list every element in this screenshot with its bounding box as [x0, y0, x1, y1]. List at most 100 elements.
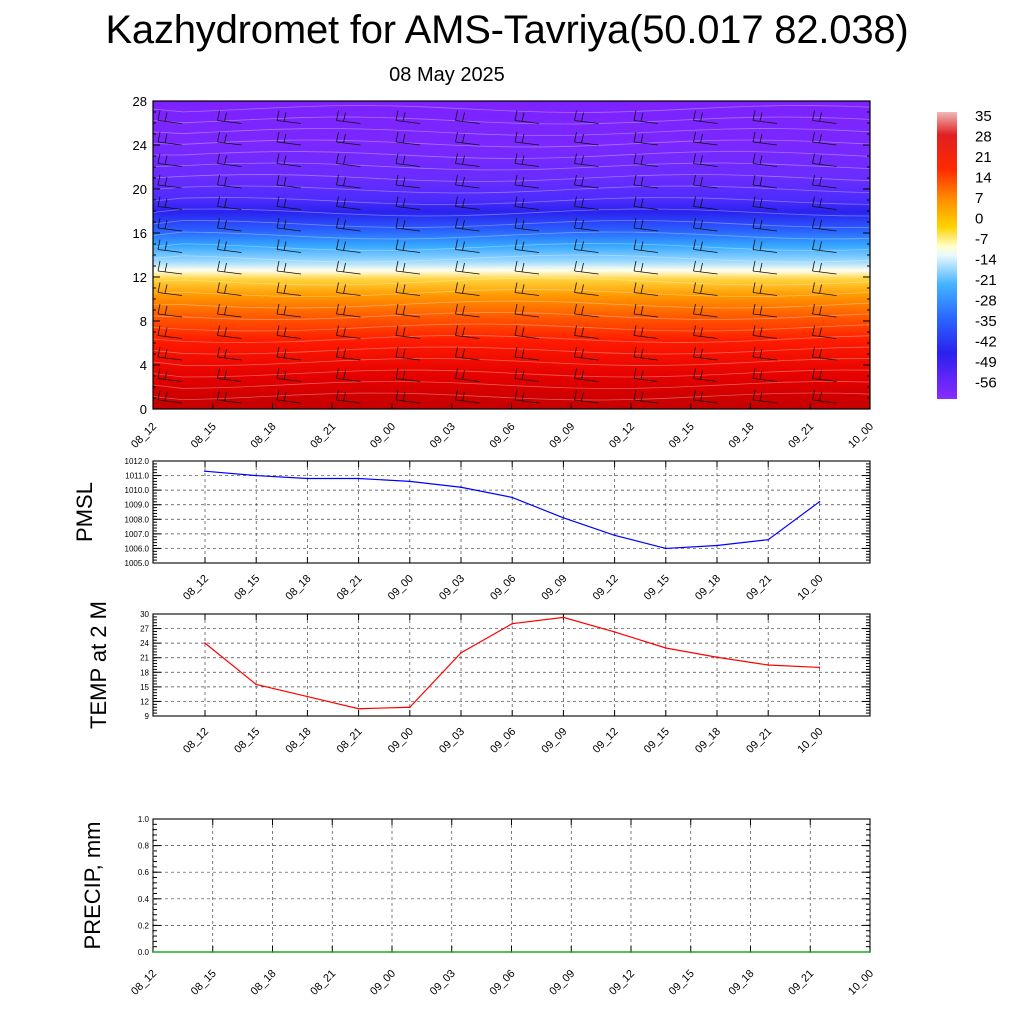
wind-barb-flag: [343, 370, 346, 380]
wind-barb-shaft: [752, 163, 778, 167]
wind-barb-flag: [336, 325, 339, 336]
wind-barb-shaft: [276, 270, 302, 275]
wind-barb-flag: [521, 327, 525, 337]
wind-barb-flag: [157, 239, 161, 250]
wind-barb-flag: [819, 284, 822, 294]
wind-barb-shaft: [395, 292, 421, 296]
contour-line: [153, 335, 870, 343]
wind-barb-flag: [574, 325, 577, 336]
wind-barb-flag: [402, 391, 406, 402]
wind-barb-flag: [633, 217, 637, 229]
wind-barb-flag: [640, 198, 644, 208]
contour-line: [153, 289, 870, 297]
contour-line: [153, 220, 870, 228]
wind-barb-flag: [574, 346, 577, 358]
y-tick-label: 0.6: [138, 868, 150, 877]
wind-barb-shaft: [514, 335, 540, 339]
wind-barb-flag: [217, 174, 220, 186]
data-point: [460, 486, 462, 489]
x-tick-label: 09_06: [488, 421, 518, 451]
wind-barb-flag: [164, 391, 168, 402]
wind-barb-flag: [633, 325, 637, 336]
colorbar-label: 35: [975, 108, 992, 125]
x-tick-label: 09_15: [667, 421, 697, 451]
wind-barb-shaft: [455, 206, 480, 210]
wind-barb-shaft: [693, 378, 718, 382]
x-tick-label: 09_06: [488, 968, 518, 998]
wind-barb-flag: [217, 110, 220, 121]
data-point: [613, 534, 616, 537]
wind-barb-flag: [514, 153, 518, 164]
wind-barb-shaft: [336, 292, 361, 296]
x-tick-label: 09_12: [607, 968, 637, 998]
contour-line: [153, 300, 870, 309]
wind-barb-flag: [455, 153, 458, 164]
wind-barb-flag: [276, 174, 280, 186]
wind-barb-flag: [812, 346, 815, 358]
wind-barb-flag: [640, 284, 644, 294]
wind-barb-flag: [812, 389, 815, 401]
wind-barb-flag: [164, 262, 168, 273]
wind-barb-shaft: [276, 335, 302, 339]
wind-barb-flag: [164, 348, 168, 359]
data-point: [255, 474, 258, 477]
wind-barb-shaft: [812, 163, 837, 167]
wind-barb-flag: [276, 217, 280, 229]
colorbar-label: -21: [975, 272, 997, 289]
y-tick-label: 0.4: [138, 895, 150, 904]
x-tick-label: 09_06: [488, 573, 518, 603]
y-axis-label: PRECIP, mm: [80, 822, 105, 950]
data-point: [689, 951, 692, 953]
wind-barb-flag: [693, 196, 696, 207]
wind-barb-shaft: [455, 184, 480, 189]
data-point: [450, 951, 453, 953]
wind-barb-flag: [752, 389, 756, 401]
wind-barb-flag: [343, 284, 346, 294]
wind-barb-shaft: [157, 356, 183, 361]
wind-barb-flag: [164, 327, 168, 337]
wind-barb-flag: [402, 262, 406, 273]
wind-barb-flag: [343, 305, 346, 316]
wind-barb-shaft: [812, 356, 837, 361]
wind-barb-shaft: [812, 378, 837, 382]
y-tick-label: 1.0: [138, 815, 150, 824]
y-tick-label: 1007.0: [125, 530, 150, 539]
wind-barb-flag: [402, 241, 406, 251]
wind-barb-shaft: [574, 270, 599, 275]
colorbar-label: 28: [975, 129, 992, 146]
y-tick-label: 9: [145, 712, 150, 721]
wind-barb-shaft: [574, 335, 599, 339]
wind-barb-shaft: [217, 335, 242, 339]
wind-barb-shaft: [217, 270, 242, 275]
x-tick-label: 09_21: [744, 573, 774, 603]
data-point: [391, 951, 393, 953]
wind-barb-shaft: [157, 292, 183, 296]
wind-barb-flag: [514, 346, 518, 358]
wind-barb-shaft: [336, 270, 361, 275]
wind-barb-flag: [343, 391, 346, 402]
wind-barb-flag: [700, 327, 703, 337]
wind-barb-flag: [752, 196, 756, 207]
x-tick-label: 10_00: [846, 968, 876, 998]
wind-barb-flag: [462, 219, 465, 230]
contour-line: [153, 381, 870, 389]
wind-barb-shaft: [752, 184, 778, 189]
wind-barb-flag: [514, 239, 518, 250]
wind-barb-flag: [633, 196, 637, 207]
data-point: [408, 480, 411, 483]
y-tick-label: 24: [140, 639, 149, 648]
wind-barb-flag: [640, 133, 644, 144]
wind-barb-shaft: [455, 163, 480, 167]
wind-barb-shaft: [574, 313, 599, 318]
wind-barb-shaft: [455, 399, 480, 404]
wind-barb-flag: [521, 176, 525, 187]
wind-barb-flag: [581, 241, 584, 251]
x-tick-label: 09_09: [547, 421, 577, 451]
wind-barb-shaft: [812, 206, 837, 210]
wind-barb-flag: [283, 262, 287, 273]
contour-line: [153, 277, 870, 286]
wind-barb-flag: [157, 131, 161, 143]
wind-barb-flag: [514, 110, 518, 121]
chart-title: Kazhydromet for AMS-Tavriya(50.017 82.03…: [105, 8, 909, 52]
wind-barb-shaft: [157, 163, 183, 167]
